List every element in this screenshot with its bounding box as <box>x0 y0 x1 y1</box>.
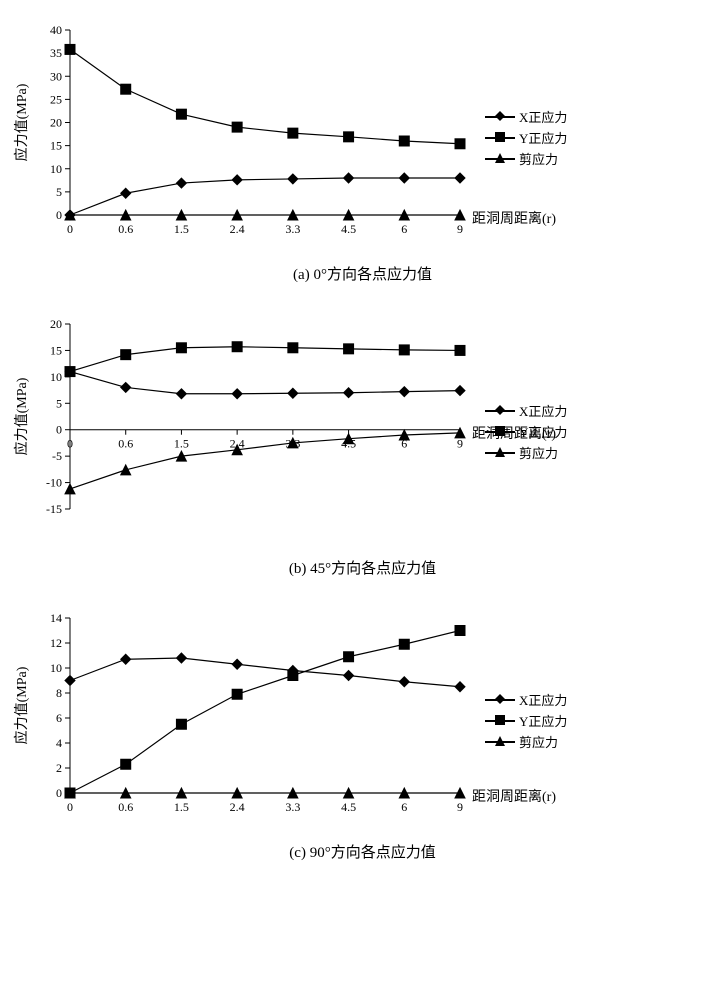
x-axis-title: 距洞周距离(r) <box>472 786 556 806</box>
svg-text:15: 15 <box>50 343 62 357</box>
svg-text:6: 6 <box>401 222 407 236</box>
svg-text:30: 30 <box>50 69 62 83</box>
svg-text:25: 25 <box>50 92 62 106</box>
chart-area: 0 5 10 15 20 25 30 35 40 0 0.6 1.5 2.4 3.3 4.5 6 9 应力值(MP… <box>10 20 470 255</box>
svg-text:0: 0 <box>67 437 73 451</box>
chart_b: -15-10-50510152000.61.52.43.34.569应力值(MP… <box>10 314 715 578</box>
svg-text:1.5: 1.5 <box>174 437 189 451</box>
svg-text:10: 10 <box>50 370 62 384</box>
legend-item-x_normal: X正应力 <box>485 107 567 126</box>
svg-text:0: 0 <box>67 800 73 814</box>
svg-text:40: 40 <box>50 23 62 37</box>
svg-text:8: 8 <box>56 686 62 700</box>
svg-text:2: 2 <box>56 761 62 775</box>
chart-area: 0246810121400.61.52.43.34.569应力值(MPa) 距洞… <box>10 608 470 833</box>
svg-text:10: 10 <box>50 661 62 675</box>
chart_c: 0 2 4 6 8 10 12 14 0 0.6 1.5 2.4 3.3 4.5 6 9 应力值(MPa) 距洞… <box>10 608 715 862</box>
svg-text:5: 5 <box>56 396 62 410</box>
svg-text:-5: -5 <box>52 449 62 463</box>
legend-label: X正应力 <box>519 107 567 126</box>
svg-text:14: 14 <box>50 611 62 625</box>
svg-text:6: 6 <box>56 711 62 725</box>
svg-text:35: 35 <box>50 46 62 60</box>
svg-text:12: 12 <box>50 636 62 650</box>
legend-label: 剪应力 <box>519 732 558 751</box>
chart-caption: (c) 90°方向各点应力值 <box>10 841 715 862</box>
legend-label: Y正应力 <box>519 128 567 147</box>
svg-text:3.3: 3.3 <box>285 800 300 814</box>
svg-text:0: 0 <box>56 423 62 437</box>
chart_a: 0 5 10 15 20 25 30 35 40 0 0.6 1.5 2.4 3.3 4.5 6 9 应力值(MP… <box>10 20 715 284</box>
legend-item-y_normal: Y正应力 <box>485 711 567 730</box>
svg-text:0: 0 <box>56 786 62 800</box>
legend-item-shear: 剪应力 <box>485 443 567 462</box>
chart-caption: (a) 0°方向各点应力值 <box>10 263 715 284</box>
legend-label: X正应力 <box>519 690 567 709</box>
svg-text:0.6: 0.6 <box>118 800 133 814</box>
legend-item-shear: 剪应力 <box>485 732 567 751</box>
svg-text:1.5: 1.5 <box>174 222 189 236</box>
svg-text:应力值(MPa): 应力值(MPa) <box>13 83 30 161</box>
legend-label: Y正应力 <box>519 711 567 730</box>
x-axis-title: 距洞周距离(r) <box>472 423 556 443</box>
legend-item-y_normal: Y正应力 <box>485 128 567 147</box>
chart-legend: X正应力 Y正应力 剪应力 <box>485 105 567 170</box>
svg-text:应力值(MPa): 应力值(MPa) <box>13 377 30 455</box>
svg-text:9: 9 <box>457 437 463 451</box>
svg-text:4.5: 4.5 <box>341 222 356 236</box>
chart-area: -15-10-50510152000.61.52.43.34.569应力值(MP… <box>10 314 470 549</box>
chart-legend: X正应力 Y正应力 剪应力 <box>485 688 567 753</box>
svg-text:0.6: 0.6 <box>118 437 133 451</box>
svg-text:-10: -10 <box>46 476 62 490</box>
svg-text:20: 20 <box>50 317 62 331</box>
x-axis-title: 距洞周距离(r) <box>472 208 556 228</box>
svg-text:应力值(MPa): 应力值(MPa) <box>13 666 30 744</box>
svg-text:9: 9 <box>457 222 463 236</box>
svg-text:3.3: 3.3 <box>285 222 300 236</box>
svg-text:10: 10 <box>50 162 62 176</box>
svg-text:0: 0 <box>56 208 62 222</box>
svg-text:-15: -15 <box>46 502 62 516</box>
legend-item-x_normal: X正应力 <box>485 690 567 709</box>
svg-text:1.5: 1.5 <box>174 800 189 814</box>
svg-text:9: 9 <box>457 800 463 814</box>
svg-text:4: 4 <box>56 736 62 750</box>
chart-plot: 0 5 10 15 20 25 30 35 40 0 0.6 1.5 2.4 3.3 4.5 6 9 应力值(MP… <box>10 20 470 250</box>
chart-plot: -15-10-50510152000.61.52.43.34.569应力值(MP… <box>10 314 470 544</box>
svg-text:2.4: 2.4 <box>230 222 245 236</box>
svg-text:6: 6 <box>401 800 407 814</box>
legend-item-shear: 剪应力 <box>485 149 567 168</box>
legend-label: 剪应力 <box>519 443 558 462</box>
svg-text:2.4: 2.4 <box>230 800 245 814</box>
svg-text:4.5: 4.5 <box>341 800 356 814</box>
svg-text:15: 15 <box>50 139 62 153</box>
legend-label: 剪应力 <box>519 149 558 168</box>
chart-caption: (b) 45°方向各点应力值 <box>10 557 715 578</box>
svg-text:5: 5 <box>56 185 62 199</box>
svg-text:0: 0 <box>67 222 73 236</box>
legend-label: X正应力 <box>519 401 567 420</box>
chart-plot: 0 2 4 6 8 10 12 14 0 0.6 1.5 2.4 3.3 4.5 6 9 应力值(MPa) <box>10 608 470 828</box>
legend-item-x_normal: X正应力 <box>485 401 567 420</box>
svg-text:0.6: 0.6 <box>118 222 133 236</box>
svg-text:20: 20 <box>50 116 62 130</box>
